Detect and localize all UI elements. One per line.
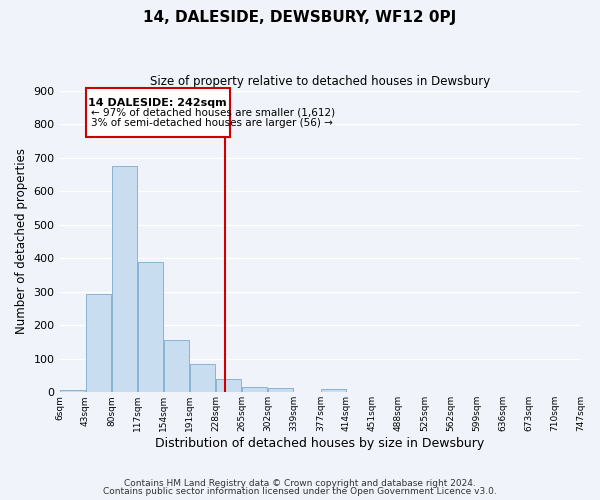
Text: 14, DALESIDE, DEWSBURY, WF12 0PJ: 14, DALESIDE, DEWSBURY, WF12 0PJ: [143, 10, 457, 25]
Y-axis label: Number of detached properties: Number of detached properties: [15, 148, 28, 334]
X-axis label: Distribution of detached houses by size in Dewsbury: Distribution of detached houses by size …: [155, 437, 485, 450]
Text: 3% of semi-detached houses are larger (56) →: 3% of semi-detached houses are larger (5…: [91, 118, 332, 128]
Title: Size of property relative to detached houses in Dewsbury: Size of property relative to detached ho…: [150, 75, 490, 88]
Text: ← 97% of detached houses are smaller (1,612): ← 97% of detached houses are smaller (1,…: [91, 107, 335, 117]
Text: 14 DALESIDE: 242sqm: 14 DALESIDE: 242sqm: [88, 98, 227, 108]
Bar: [242, 386, 267, 392]
Bar: [321, 389, 346, 392]
Bar: [164, 340, 189, 392]
Text: Contains HM Land Registry data © Crown copyright and database right 2024.: Contains HM Land Registry data © Crown c…: [124, 478, 476, 488]
Bar: [86, 294, 111, 392]
Text: Contains public sector information licensed under the Open Government Licence v3: Contains public sector information licen…: [103, 487, 497, 496]
Bar: [138, 262, 163, 392]
Bar: [216, 379, 241, 392]
FancyBboxPatch shape: [86, 88, 230, 138]
Bar: [112, 166, 137, 392]
Bar: [268, 388, 293, 392]
Bar: [60, 390, 85, 392]
Bar: [190, 364, 215, 392]
